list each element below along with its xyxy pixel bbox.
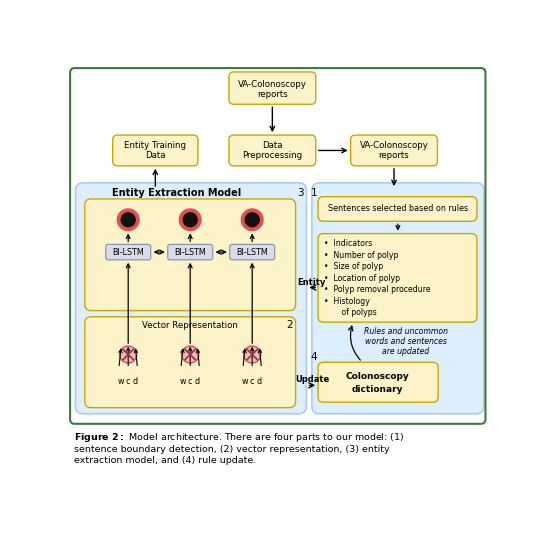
Text: d: d xyxy=(133,377,138,386)
Text: 4: 4 xyxy=(311,352,318,362)
FancyBboxPatch shape xyxy=(85,317,295,408)
Text: w: w xyxy=(118,377,125,386)
Text: c: c xyxy=(188,377,192,386)
Circle shape xyxy=(183,213,197,227)
Text: Rules and uncommon
words and sentences
are updated: Rules and uncommon words and sentences a… xyxy=(364,327,448,356)
FancyBboxPatch shape xyxy=(229,72,316,104)
Text: Data: Data xyxy=(262,141,282,150)
Text: 2: 2 xyxy=(286,320,293,330)
Text: d: d xyxy=(256,377,262,386)
FancyBboxPatch shape xyxy=(85,199,295,311)
Text: •  Size of polyp: • Size of polyp xyxy=(324,262,383,271)
Circle shape xyxy=(118,209,139,231)
FancyBboxPatch shape xyxy=(230,244,275,260)
Text: VA-Colonoscopy: VA-Colonoscopy xyxy=(359,141,429,150)
FancyBboxPatch shape xyxy=(75,183,306,414)
Text: •  Number of polyp: • Number of polyp xyxy=(324,250,398,260)
Text: BI-LSTM: BI-LSTM xyxy=(112,248,144,256)
Text: w: w xyxy=(180,377,186,386)
Circle shape xyxy=(179,209,201,231)
FancyBboxPatch shape xyxy=(106,244,151,260)
Text: Preprocessing: Preprocessing xyxy=(242,151,302,159)
FancyBboxPatch shape xyxy=(351,135,437,166)
Text: 1: 1 xyxy=(311,188,318,198)
FancyBboxPatch shape xyxy=(167,244,212,260)
Text: c: c xyxy=(126,377,131,386)
Text: w: w xyxy=(242,377,248,386)
FancyBboxPatch shape xyxy=(312,183,484,414)
Text: Sentences selected based on rules: Sentences selected based on rules xyxy=(328,204,468,214)
Text: Data: Data xyxy=(145,151,165,159)
Circle shape xyxy=(121,213,135,227)
Text: Entity: Entity xyxy=(298,278,326,287)
Text: •  Location of polyp: • Location of polyp xyxy=(324,273,399,283)
Text: reports: reports xyxy=(257,90,288,99)
Text: reports: reports xyxy=(379,151,409,159)
Text: Entity Extraction Model: Entity Extraction Model xyxy=(112,188,241,198)
Text: dictionary: dictionary xyxy=(352,385,403,393)
Text: VA-Colonoscopy: VA-Colonoscopy xyxy=(238,80,307,89)
FancyBboxPatch shape xyxy=(113,135,198,166)
Text: •  Polyp removal procedure: • Polyp removal procedure xyxy=(324,285,430,294)
FancyBboxPatch shape xyxy=(318,362,438,402)
Text: •  Histology: • Histology xyxy=(324,297,370,306)
Text: BI-LSTM: BI-LSTM xyxy=(236,248,268,256)
Text: d: d xyxy=(195,377,200,386)
Text: Vector Representation: Vector Representation xyxy=(142,321,238,330)
Text: $\bf{Figure\ 2:}$ Model architecture. There are four parts to our model: (1)
sen: $\bf{Figure\ 2:}$ Model architecture. Th… xyxy=(74,431,404,465)
Text: •  Indicators: • Indicators xyxy=(324,239,372,248)
Text: of polyps: of polyps xyxy=(324,309,376,317)
Text: c: c xyxy=(250,377,254,386)
Circle shape xyxy=(244,346,261,363)
FancyBboxPatch shape xyxy=(318,197,477,221)
Text: Update: Update xyxy=(295,375,329,384)
Circle shape xyxy=(120,346,137,363)
Text: BI-LSTM: BI-LSTM xyxy=(175,248,206,256)
FancyBboxPatch shape xyxy=(229,135,316,166)
Circle shape xyxy=(241,209,263,231)
Text: Colonoscopy: Colonoscopy xyxy=(346,372,410,380)
FancyBboxPatch shape xyxy=(318,233,477,322)
Text: Entity Training: Entity Training xyxy=(124,141,186,150)
Circle shape xyxy=(182,346,199,363)
Text: 3: 3 xyxy=(297,188,304,198)
Circle shape xyxy=(245,213,259,227)
